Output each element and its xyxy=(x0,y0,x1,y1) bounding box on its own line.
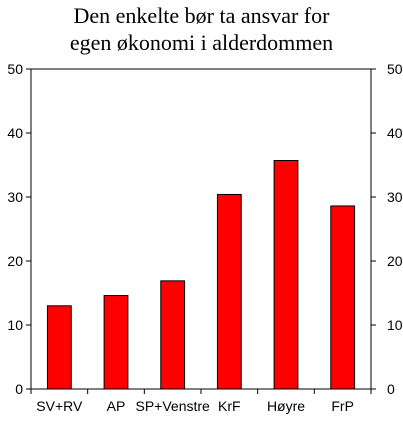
left-tick-label: 0 xyxy=(15,381,23,397)
left-axis: 0 10 20 30 40 50 xyxy=(7,61,31,397)
x-tick-label: KrF xyxy=(218,398,241,414)
right-tick-label: 30 xyxy=(387,189,403,205)
bar xyxy=(46,305,72,390)
left-tick-label: 20 xyxy=(7,253,23,269)
chart-title-line-2: egen økonomi i alderdommen xyxy=(69,30,334,55)
x-tick-label: SP+Venstre xyxy=(136,398,211,414)
right-tick-label: 50 xyxy=(387,61,403,77)
x-tick-label: FrP xyxy=(331,398,354,414)
right-tick-label: 40 xyxy=(387,125,403,141)
bar xyxy=(103,295,129,390)
right-tick-label: 10 xyxy=(387,317,403,333)
bar xyxy=(273,160,299,390)
left-tick-label: 40 xyxy=(7,125,23,141)
right-tick-label: 20 xyxy=(387,253,403,269)
bar xyxy=(330,205,356,390)
left-tick-label: 30 xyxy=(7,189,23,205)
left-tick-label: 10 xyxy=(7,317,23,333)
left-tick-label: 50 xyxy=(7,61,23,77)
chart-title-line-1: Den enkelte bør ta ansvar for xyxy=(73,3,330,28)
bar xyxy=(216,193,242,390)
x-tick-label: Høyre xyxy=(267,398,305,414)
x-tick-label: AP xyxy=(107,398,126,414)
x-tick-label: SV+RV xyxy=(36,398,83,414)
bars-group xyxy=(46,160,356,390)
right-tick-label: 0 xyxy=(387,381,395,397)
right-axis: 0 10 20 30 40 50 xyxy=(371,61,403,397)
x-axis-labels: SV+RV AP SP+Venstre KrF Høyre FrP xyxy=(30,389,372,414)
bar xyxy=(160,280,186,390)
plot-frame xyxy=(30,68,372,390)
